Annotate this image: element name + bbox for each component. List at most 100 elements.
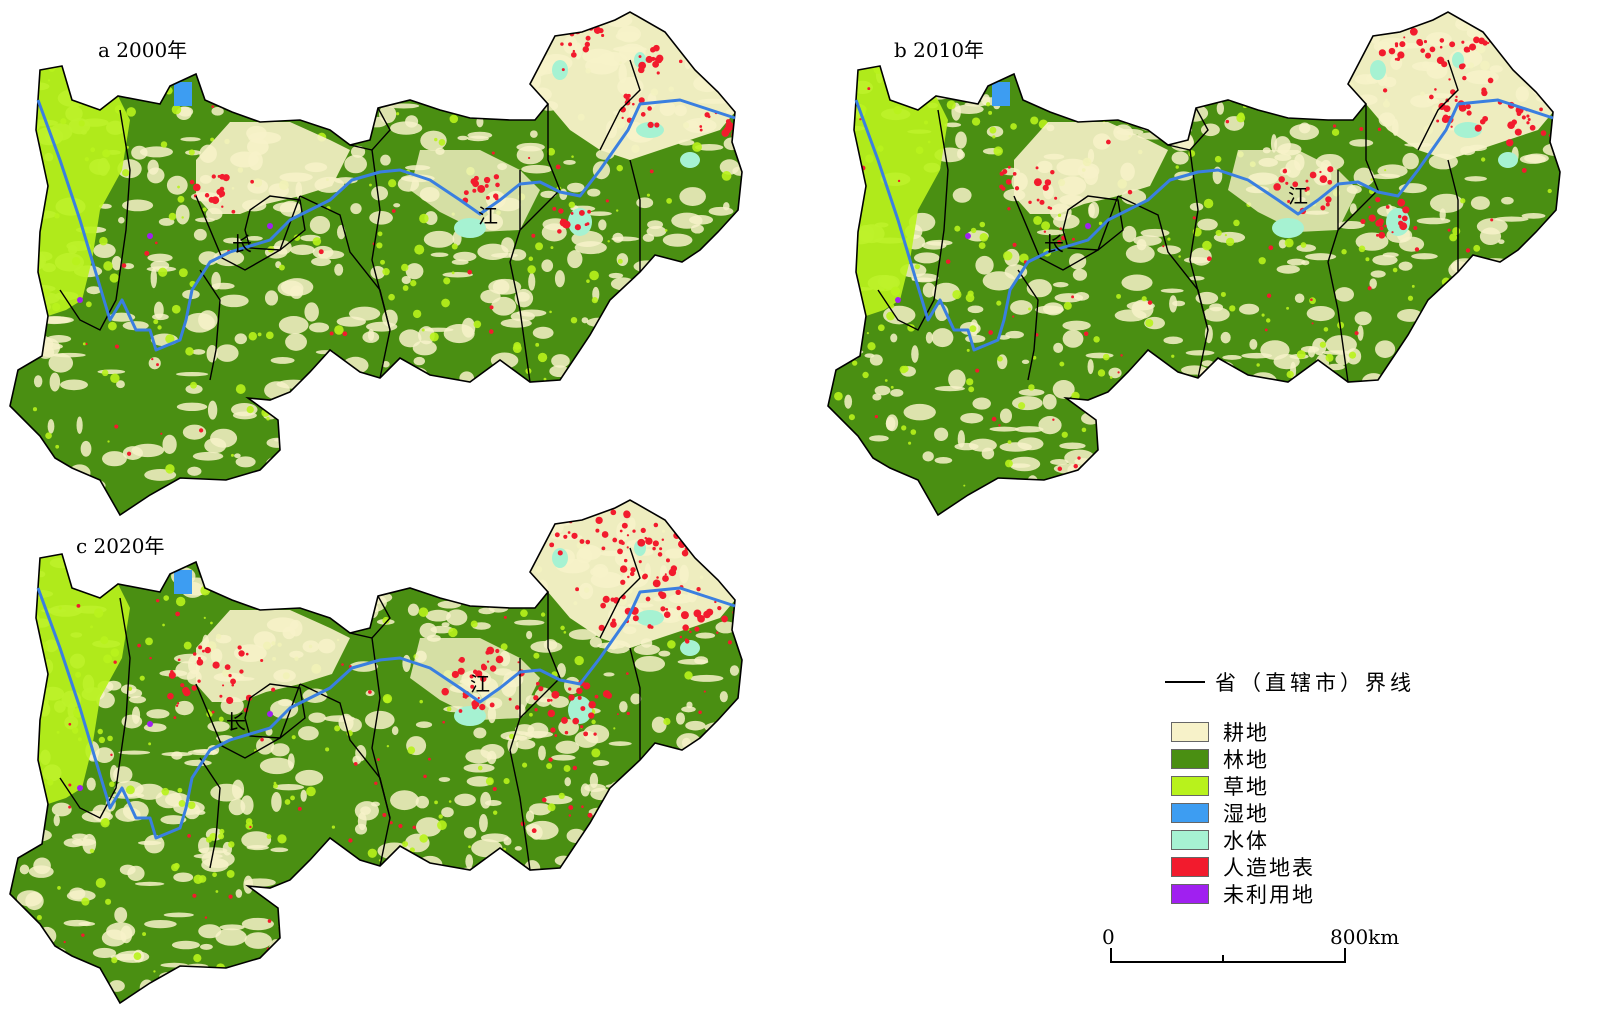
cropland-patch xyxy=(1400,396,1429,408)
grassland-patch xyxy=(667,314,672,318)
cropland-patch xyxy=(711,311,722,317)
province-boundary xyxy=(519,104,561,231)
grassland-patch xyxy=(653,362,662,371)
grassland-patch xyxy=(492,869,501,877)
grassland-patch xyxy=(341,451,346,456)
urban-area xyxy=(554,532,560,538)
urban-area xyxy=(216,188,223,196)
urban-area xyxy=(1292,181,1299,188)
urban-area xyxy=(626,546,629,549)
grassland-patch xyxy=(509,966,516,972)
urban-area xyxy=(1383,25,1387,29)
cropland-patch xyxy=(324,715,355,722)
grassland-patch xyxy=(158,267,168,277)
urban-area xyxy=(297,806,302,811)
cropland-patch xyxy=(1118,19,1146,26)
cropland-patch xyxy=(700,357,718,371)
urban-area xyxy=(583,682,591,690)
urban-area xyxy=(587,209,591,214)
cropland-patch xyxy=(1110,67,1142,80)
cropland-patch xyxy=(134,881,165,886)
grassland-patch xyxy=(675,961,682,968)
cropland-patch xyxy=(532,457,549,476)
cropland-patch xyxy=(1036,229,1065,236)
cropland-patch xyxy=(80,440,92,457)
cropland-patch xyxy=(289,918,316,928)
grassland-patch xyxy=(1412,470,1421,479)
cropland-patch xyxy=(1060,22,1074,30)
province-boundary xyxy=(1062,195,1124,251)
urban-area xyxy=(224,664,231,671)
cropland-patch xyxy=(198,515,225,525)
province-boundary xyxy=(1337,104,1379,231)
grassland-patch xyxy=(412,309,422,319)
cropland-patch xyxy=(1270,134,1277,153)
grassland-patch xyxy=(601,891,610,900)
cropland-patch xyxy=(1504,476,1526,483)
grassland-patch xyxy=(1214,155,1222,163)
grassland-patch xyxy=(277,834,287,844)
cropland-patch xyxy=(661,845,695,855)
cropland-patch xyxy=(1415,464,1434,471)
urban-area xyxy=(1162,245,1165,248)
cropland-patch xyxy=(1334,287,1354,302)
grassland-patch xyxy=(606,870,615,878)
cropland-patch xyxy=(388,565,418,586)
grassland-patch xyxy=(1462,370,1472,380)
cropland-patch xyxy=(693,42,707,54)
cropland-patch xyxy=(552,456,579,472)
grassland-patch xyxy=(308,563,316,571)
grassland-patch xyxy=(1172,104,1175,107)
urban-area xyxy=(998,424,1001,427)
cropland-patch xyxy=(1535,329,1549,346)
grassland-patch xyxy=(503,778,510,785)
urban-area xyxy=(1398,214,1402,219)
grassland-patch xyxy=(212,872,217,878)
urban-area xyxy=(618,539,624,545)
urban-area xyxy=(697,331,700,334)
cropland-patch xyxy=(1085,484,1110,496)
urban-area xyxy=(999,171,1004,176)
cropland-patch xyxy=(699,777,717,786)
grassland-patch xyxy=(171,304,181,314)
grassland-patch xyxy=(360,556,363,560)
cropland-patch xyxy=(1203,460,1210,480)
cropland-patch xyxy=(248,503,264,515)
cropland-patch xyxy=(418,63,434,70)
cropland-patch xyxy=(1158,454,1170,459)
urban-area xyxy=(76,603,81,608)
cropland-patch xyxy=(1389,361,1406,381)
grassland-patch xyxy=(838,266,846,274)
cropland-patch xyxy=(227,77,250,83)
grassland-patch xyxy=(85,301,92,308)
cropland-patch xyxy=(300,385,328,398)
urban-area xyxy=(859,118,862,121)
urban-area xyxy=(20,780,23,783)
cropland-patch xyxy=(608,741,632,746)
urban-area xyxy=(1377,218,1384,225)
urban-area xyxy=(484,183,489,188)
grassland-patch xyxy=(1007,440,1012,445)
grassland-patch xyxy=(265,331,274,340)
cropland-patch xyxy=(710,467,729,481)
legend-items: 耕地 林地 草地 湿地 水体 人造地表 未利用地 xyxy=(1171,718,1315,907)
cropland-patch xyxy=(412,340,437,356)
urban-area xyxy=(398,823,403,829)
grassland-patch xyxy=(1282,484,1289,490)
cropland-patch xyxy=(184,312,215,333)
grassland-patch xyxy=(1225,237,1235,247)
cropland-patch xyxy=(899,73,924,79)
cropland-patch xyxy=(883,50,895,59)
grassland-patch xyxy=(388,293,395,301)
urban-area xyxy=(1385,205,1390,209)
cropland-patch xyxy=(273,784,305,791)
legend-boundary-entry: 省（直辖市）界线 xyxy=(1165,668,1415,696)
grassland-patch xyxy=(1411,284,1415,288)
grassland-patch xyxy=(235,580,245,590)
urban-area xyxy=(547,709,556,718)
grassland-patch xyxy=(595,916,603,924)
grassland-patch xyxy=(1122,385,1128,392)
province-boundary xyxy=(599,547,641,639)
cropland-patch xyxy=(608,272,624,279)
grassland-patch xyxy=(374,384,379,390)
